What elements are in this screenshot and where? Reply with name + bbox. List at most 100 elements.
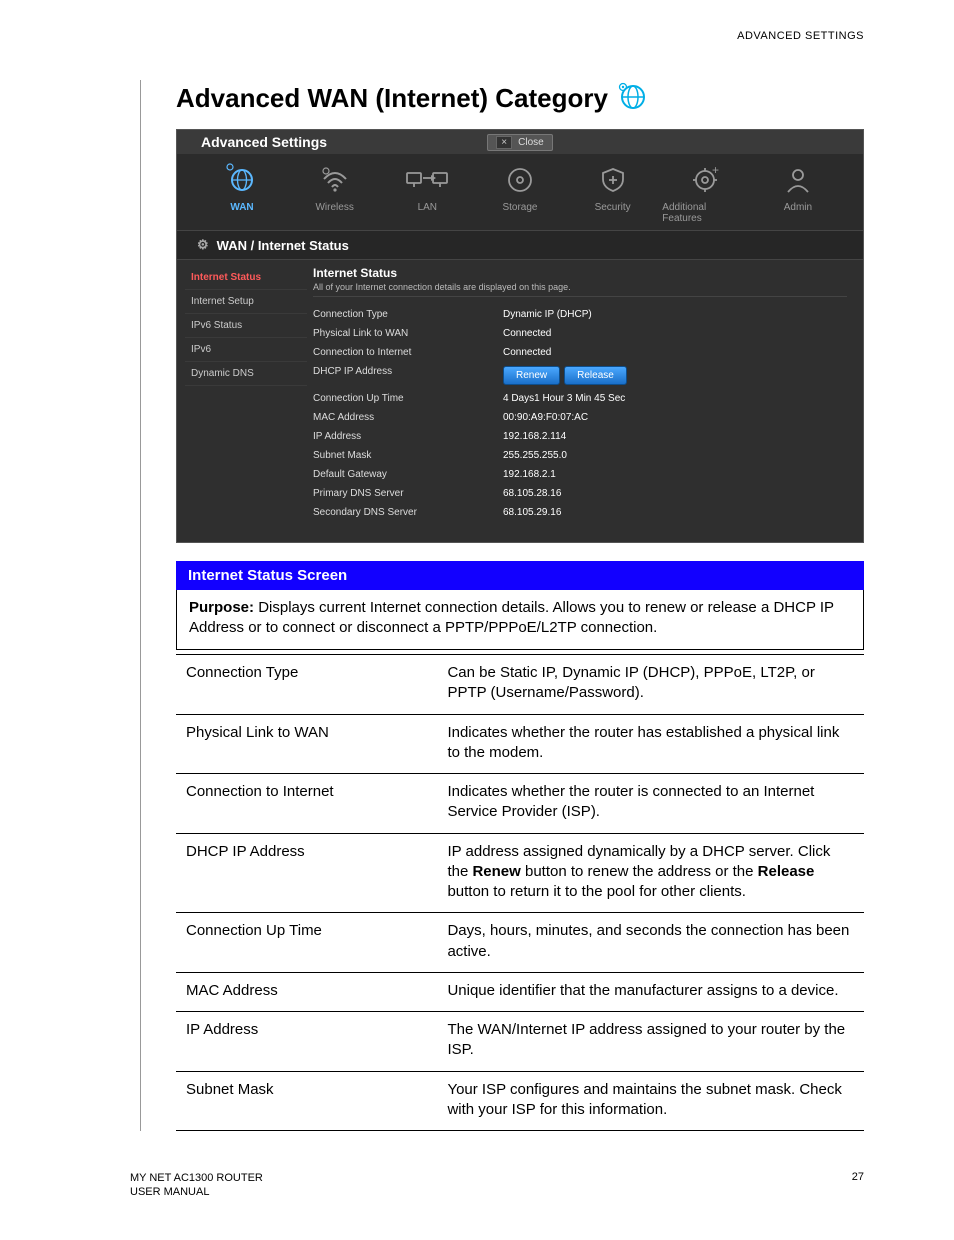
nav-label: Security — [595, 202, 631, 213]
storage-icon — [505, 164, 535, 196]
description-table: Connection TypeCan be Static IP, Dynamic… — [176, 654, 864, 1131]
status-row: Connection TypeDynamic IP (DHCP) — [313, 305, 847, 324]
desc-key: MAC Address — [176, 972, 437, 1011]
status-key: Secondary DNS Server — [313, 507, 503, 518]
release-button[interactable]: Release — [564, 366, 627, 385]
side-item-internet-setup[interactable]: Internet Setup — [185, 290, 307, 314]
status-value: 00:90:A9:F0:07:AC — [503, 412, 588, 423]
status-key: Connection to Internet — [313, 347, 503, 358]
status-value: 192.168.2.1 — [503, 469, 556, 480]
status-key: Connection Type — [313, 309, 503, 320]
status-value: 255.255.255.0 — [503, 450, 567, 461]
status-key: Physical Link to WAN — [313, 328, 503, 339]
side-item-ipv6-status[interactable]: IPv6 Status — [185, 314, 307, 338]
status-row: Secondary DNS Server68.105.29.16 — [313, 503, 847, 522]
nav-label: Wireless — [315, 202, 353, 213]
desc-key: IP Address — [176, 1012, 437, 1072]
desc-key: Connection Type — [176, 655, 437, 715]
status-row: IP Address192.168.2.114 — [313, 427, 847, 446]
breadcrumb: ⚙ WAN / Internet Status — [177, 230, 863, 260]
status-key: MAC Address — [313, 412, 503, 423]
desc-key: Subnet Mask — [176, 1071, 437, 1131]
desc-value: Indicates whether the router is connecte… — [437, 774, 864, 834]
security-icon — [598, 164, 628, 196]
wireless-icon — [318, 164, 352, 196]
page-title: Advanced WAN (Internet) Category — [176, 80, 864, 117]
nav-item-additional-features[interactable]: + Additional Features — [662, 164, 748, 224]
table-row: DHCP IP AddressIP address assigned dynam… — [176, 833, 864, 913]
desc-value: Indicates whether the router has establi… — [437, 714, 864, 774]
router-screenshot: Advanced Settings × Close WAN Wireless LAN… — [176, 129, 864, 543]
table-row: Connection Up TimeDays, hours, minutes, … — [176, 913, 864, 973]
title-text: Advanced WAN (Internet) Category — [176, 83, 608, 114]
nav-item-security[interactable]: Security — [570, 164, 656, 224]
desc-key: Connection to Internet — [176, 774, 437, 834]
advanced-settings-label: Advanced Settings — [201, 134, 327, 150]
status-row: Physical Link to WANConnected — [313, 324, 847, 343]
gear-small-icon: ⚙ — [197, 237, 209, 253]
status-value: 192.168.2.114 — [503, 431, 566, 442]
status-row: Subnet Mask255.255.255.0 — [313, 446, 847, 465]
content-column: Advanced WAN (Internet) Category Advance… — [140, 80, 864, 1131]
status-row: Primary DNS Server68.105.28.16 — [313, 484, 847, 503]
desc-key: Connection Up Time — [176, 913, 437, 973]
status-row: Connection Up Time4 Days1 Hour 3 Min 45 … — [313, 389, 847, 408]
close-label: Close — [518, 137, 544, 148]
purpose-box: Purpose: Displays current Internet conne… — [176, 590, 864, 650]
side-item-dynamic-dns[interactable]: Dynamic DNS — [185, 362, 307, 386]
page-number: 27 — [852, 1171, 864, 1200]
table-row: Connection to InternetIndicates whether … — [176, 774, 864, 834]
page-footer: MY NET AC1300 ROUTER USER MANUAL 27 — [130, 1171, 864, 1200]
status-row: DHCP IP AddressRenewRelease — [313, 362, 847, 389]
desc-key: Physical Link to WAN — [176, 714, 437, 774]
section-banner: Internet Status Screen — [176, 561, 864, 590]
side-item-internet-status[interactable]: Internet Status — [185, 266, 307, 290]
side-item-ipv6[interactable]: IPv6 — [185, 338, 307, 362]
status-key: IP Address — [313, 431, 503, 442]
nav-label: LAN — [418, 202, 437, 213]
svg-text:+: + — [712, 165, 719, 177]
status-key: DHCP IP Address — [313, 366, 503, 385]
nav-label: Additional Features — [662, 202, 748, 224]
status-row: Default Gateway192.168.2.1 — [313, 465, 847, 484]
status-value: 68.105.29.16 — [503, 507, 561, 518]
purpose-text: Displays current Internet connection det… — [189, 599, 834, 636]
status-value: 68.105.28.16 — [503, 488, 561, 499]
nav-item-wan[interactable]: WAN — [199, 164, 285, 224]
screenshot-titlebar: Advanced Settings × Close — [177, 130, 863, 154]
breadcrumb-text: WAN / Internet Status — [217, 238, 349, 253]
nav-label: Admin — [784, 202, 812, 213]
status-row: MAC Address00:90:A9:F0:07:AC — [313, 408, 847, 427]
status-value: 4 Days1 Hour 3 Min 45 Sec — [503, 393, 625, 404]
nav-item-storage[interactable]: Storage — [477, 164, 563, 224]
additional-features-icon: + — [690, 164, 720, 196]
admin-icon — [783, 164, 813, 196]
table-row: IP AddressThe WAN/Internet IP address as… — [176, 1012, 864, 1072]
table-row: Connection TypeCan be Static IP, Dynamic… — [176, 655, 864, 715]
footer-product: MY NET AC1300 ROUTER — [130, 1171, 263, 1185]
status-value: Connected — [503, 347, 551, 358]
desc-value: The WAN/Internet IP address assigned to … — [437, 1012, 864, 1072]
desc-value: Your ISP configures and maintains the su… — [437, 1071, 864, 1131]
footer-manual: USER MANUAL — [130, 1185, 263, 1199]
nav-label: WAN — [230, 202, 253, 213]
close-button[interactable]: × Close — [487, 134, 552, 151]
nav-item-admin[interactable]: Admin — [755, 164, 841, 224]
status-row: Connection to InternetConnected — [313, 343, 847, 362]
status-value: Connected — [503, 328, 551, 339]
desc-value: Days, hours, minutes, and seconds the co… — [437, 913, 864, 973]
status-value: RenewRelease — [503, 366, 631, 385]
table-row: MAC AddressUnique identifier that the ma… — [176, 972, 864, 1011]
table-row: Physical Link to WANIndicates whether th… — [176, 714, 864, 774]
table-row: Subnet MaskYour ISP configures and maint… — [176, 1071, 864, 1131]
status-key: Primary DNS Server — [313, 488, 503, 499]
renew-button[interactable]: Renew — [503, 366, 560, 385]
status-key: Default Gateway — [313, 469, 503, 480]
nav-item-lan[interactable]: LAN — [384, 164, 470, 224]
close-icon: × — [496, 136, 512, 149]
nav-item-wireless[interactable]: Wireless — [292, 164, 378, 224]
pane-heading: Internet Status — [313, 266, 847, 280]
nav-label: Storage — [502, 202, 537, 213]
pane-subheading: All of your Internet connection details … — [313, 282, 847, 297]
top-nav: WAN Wireless LAN Storage Security + Additional… — [177, 154, 863, 230]
